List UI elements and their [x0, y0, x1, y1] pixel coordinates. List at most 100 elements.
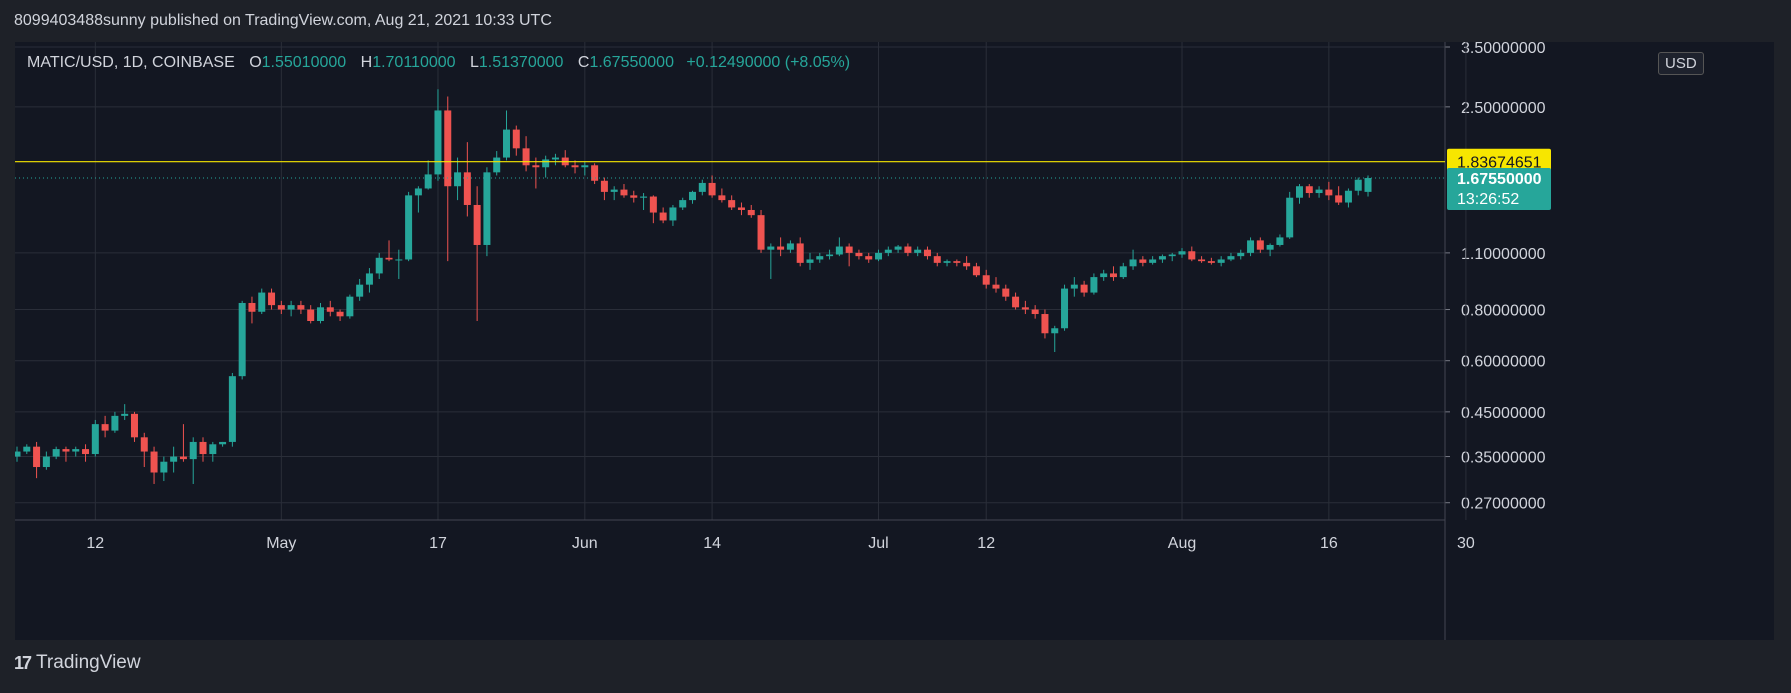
candle-down	[777, 246, 785, 250]
y-tick-label: 1.10000000	[1461, 246, 1546, 263]
candle-up	[689, 191, 697, 201]
candle-up	[884, 249, 892, 253]
x-tick-label: Aug	[1168, 535, 1196, 552]
candle-up	[669, 207, 677, 221]
candle-down	[630, 195, 638, 198]
candle-up	[1295, 186, 1303, 198]
candle-up	[581, 165, 589, 168]
candle-up	[356, 284, 364, 297]
candle-up	[1149, 259, 1157, 263]
candle-down	[62, 449, 70, 452]
candle-down	[708, 182, 716, 196]
candle-up	[610, 189, 618, 192]
candle-down	[385, 257, 393, 260]
last-price-tag	[1447, 168, 1551, 211]
low-key: L	[469, 54, 479, 71]
candle-up	[1364, 178, 1372, 192]
candle-up	[1247, 240, 1255, 253]
y-tick-label: 0.45000000	[1461, 405, 1546, 422]
candle-down	[1021, 307, 1029, 310]
x-tick-label: 12	[86, 535, 104, 552]
candle-up	[238, 302, 246, 377]
candle-up	[914, 249, 922, 253]
candle-up	[826, 254, 834, 257]
y-tick-label: 3.50000000	[1461, 42, 1546, 57]
candlestick-chart[interactable]: 3.50000000 2.50000000 1.10000000 0.80000000…	[15, 42, 1774, 640]
candle-down	[473, 204, 481, 245]
candle-down	[600, 180, 608, 192]
x-tick-label: May	[266, 535, 296, 552]
open-key: O	[249, 54, 262, 71]
candle-up	[160, 461, 168, 473]
candle-up	[1119, 266, 1127, 278]
x-tick-label: 17	[429, 535, 447, 552]
candle-up	[816, 256, 824, 260]
high-key: H	[360, 54, 373, 71]
candle-down	[620, 189, 628, 196]
candle-down	[512, 129, 520, 149]
candle-down	[140, 437, 148, 452]
top-bar: 8099403488sunny published on TradingView…	[0, 0, 1791, 42]
candle-up	[679, 200, 687, 208]
candle-up	[454, 172, 462, 187]
resistance-price-label: 1.83674651	[1457, 155, 1542, 172]
candle-up	[189, 441, 197, 460]
last-price-label: 1.67550000	[1457, 171, 1542, 188]
candle-down	[1031, 309, 1039, 315]
candle-down	[953, 261, 961, 263]
candle-down	[307, 309, 315, 322]
x-tick-label: 14	[703, 535, 721, 552]
ohlc-legend: MATIC/USD, 1D, COINBASE O1.55010000 H1.7…	[27, 54, 850, 72]
symbol-label[interactable]: MATIC/USD, 1D, COINBASE	[27, 54, 235, 71]
candle-up	[52, 449, 60, 457]
candle-down	[1002, 288, 1010, 297]
open-value: 1.55010000	[261, 54, 347, 71]
candle-down	[130, 413, 138, 438]
candle-up	[503, 129, 510, 158]
candle-down	[972, 266, 980, 276]
candle-down	[963, 262, 971, 267]
publisher-credit: 8099403488sunny published on TradingView…	[14, 12, 552, 29]
candle-up	[875, 252, 883, 260]
candle-down	[1012, 296, 1020, 308]
currency-unit-button[interactable]: USD	[1658, 52, 1704, 75]
candle-up	[894, 246, 902, 250]
candle-up	[23, 446, 31, 452]
candle-up	[1266, 244, 1274, 250]
candle-up	[316, 307, 324, 322]
tradingview-logo-icon: 17	[14, 652, 32, 673]
candle-down	[1188, 251, 1196, 260]
footer-brand[interactable]: 17 TradingView	[14, 652, 141, 674]
candle-up	[1061, 288, 1069, 329]
candle-up	[1070, 284, 1078, 289]
candle-up	[15, 451, 21, 457]
candle-down	[1305, 186, 1313, 194]
candle-down	[297, 305, 305, 310]
candle-up	[1237, 252, 1245, 257]
close-key: C	[577, 54, 590, 71]
candle-up	[414, 188, 422, 196]
candle-down	[1080, 284, 1088, 293]
candle-down	[796, 243, 804, 263]
candle-up	[170, 456, 178, 462]
candle-down	[150, 451, 158, 473]
candle-up	[1286, 197, 1294, 238]
candle-down	[1139, 259, 1147, 263]
candle-down	[747, 209, 755, 216]
y-tick-label: 2.50000000	[1461, 100, 1546, 117]
candle-up	[1051, 328, 1059, 334]
candle-up	[405, 195, 413, 260]
candle-up	[228, 376, 236, 442]
candle-up	[551, 157, 559, 160]
candle-down	[268, 292, 276, 306]
candle-down	[1109, 273, 1117, 278]
candle-up	[640, 196, 648, 198]
candle-up	[1090, 277, 1098, 293]
candle-down	[923, 249, 931, 257]
candle-up	[1276, 237, 1284, 245]
x-tick-label: 12	[977, 535, 995, 552]
brand-name: TradingView	[36, 652, 141, 673]
candle-down	[1325, 189, 1333, 196]
candle-down	[532, 165, 540, 168]
chart-panel[interactable]: 3.50000000 2.50000000 1.10000000 0.80000000…	[15, 42, 1774, 640]
